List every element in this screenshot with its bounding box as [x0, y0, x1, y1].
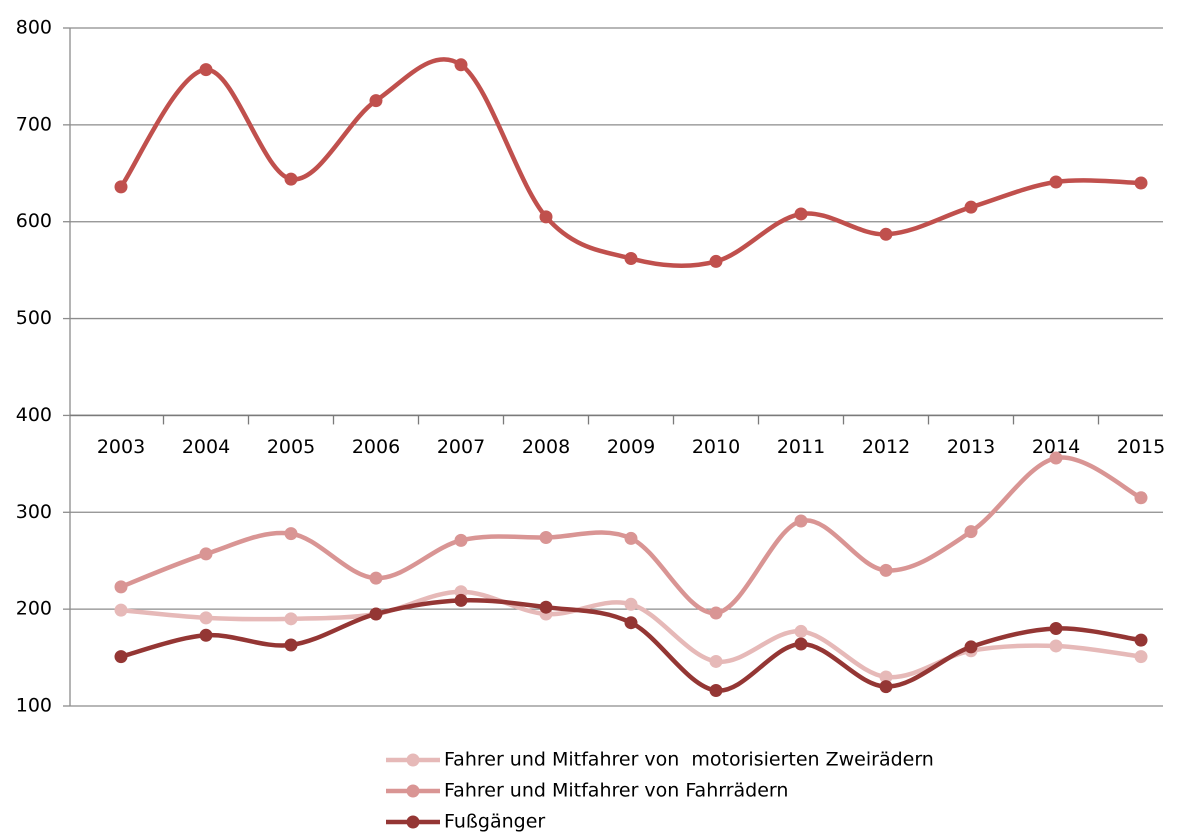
data-point — [284, 612, 298, 626]
data-point — [1134, 491, 1148, 505]
data-point — [709, 654, 723, 668]
y-tick-label: 200 — [16, 598, 52, 620]
data-point — [199, 547, 213, 561]
data-point — [879, 227, 893, 241]
x-tick-label: 2014 — [1032, 436, 1080, 458]
x-tick-label: 2011 — [777, 436, 825, 458]
x-tick-label: 2007 — [437, 436, 485, 458]
data-point — [624, 252, 638, 266]
data-point — [539, 600, 553, 614]
data-point — [1134, 633, 1148, 647]
data-point — [454, 533, 468, 547]
data-point — [284, 638, 298, 652]
data-point — [369, 94, 383, 108]
data-point — [709, 254, 723, 268]
legend-label: Fahrer und Mitfahrer von motorisierten Z… — [444, 749, 934, 771]
data-point — [369, 607, 383, 621]
legend-marker — [406, 753, 420, 767]
x-tick-label: 2005 — [267, 436, 315, 458]
data-point — [114, 580, 128, 594]
data-point — [1134, 176, 1148, 190]
x-tick-label: 2015 — [1117, 436, 1165, 458]
data-point — [1049, 639, 1063, 653]
y-tick-label: 800 — [16, 17, 52, 39]
y-tick-label: 500 — [16, 307, 52, 329]
legend-label: Fahrer und Mitfahrer von Fahrrädern — [444, 780, 788, 802]
data-point — [454, 593, 468, 607]
data-point — [454, 58, 468, 72]
y-tick-label: 100 — [16, 695, 52, 717]
data-point — [114, 180, 128, 194]
data-point — [1049, 451, 1063, 465]
series-line — [118, 597, 1144, 693]
data-point — [709, 606, 723, 620]
x-tick-label: 2010 — [692, 436, 740, 458]
y-tick-label: 600 — [16, 210, 52, 232]
data-point — [879, 670, 893, 684]
data-point — [794, 624, 808, 638]
data-point — [1134, 650, 1148, 664]
data-point — [199, 63, 213, 77]
legend-marker — [406, 815, 420, 829]
y-tick-label: 400 — [16, 404, 52, 426]
x-tick-label: 2004 — [182, 436, 230, 458]
x-tick-label: 2013 — [947, 436, 995, 458]
data-point — [114, 603, 128, 617]
data-point — [794, 637, 808, 651]
data-point — [624, 616, 638, 630]
data-point — [539, 530, 553, 544]
series-line — [118, 57, 1144, 268]
data-point — [114, 650, 128, 664]
x-tick-label: 2006 — [352, 436, 400, 458]
data-point — [879, 563, 893, 577]
data-point — [369, 571, 383, 585]
y-tick-label: 300 — [16, 501, 52, 523]
data-point — [624, 597, 638, 611]
data-point — [1049, 175, 1063, 189]
data-point — [199, 628, 213, 642]
x-tick-label: 2012 — [862, 436, 910, 458]
data-point — [199, 611, 213, 625]
legend-label: Fußgänger — [444, 811, 545, 833]
data-point — [624, 531, 638, 545]
data-point — [794, 514, 808, 528]
legend-marker — [406, 784, 420, 798]
data-point — [964, 640, 978, 654]
y-tick-label: 700 — [16, 113, 52, 135]
data-point — [879, 680, 893, 694]
data-point — [539, 210, 553, 224]
data-point — [964, 525, 978, 539]
x-tick-label: 2009 — [607, 436, 655, 458]
x-tick-label: 2008 — [522, 436, 570, 458]
data-point — [964, 200, 978, 214]
data-point — [284, 172, 298, 186]
data-point — [1049, 622, 1063, 636]
data-point — [709, 684, 723, 698]
data-point — [794, 207, 808, 221]
x-tick-label: 2003 — [97, 436, 145, 458]
data-point — [284, 527, 298, 541]
